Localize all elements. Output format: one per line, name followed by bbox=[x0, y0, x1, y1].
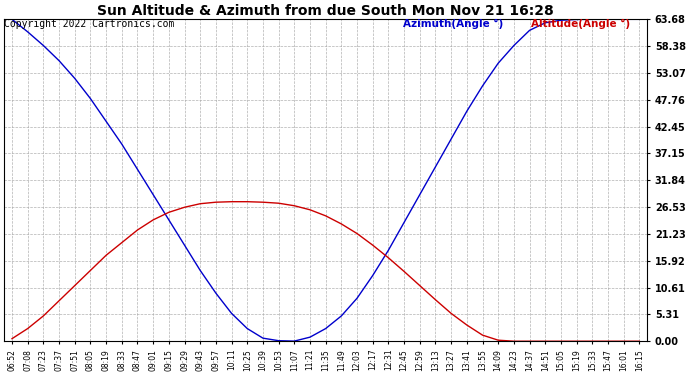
Text: Altitude(Angle °): Altitude(Angle °) bbox=[531, 20, 631, 29]
Text: Copyright 2022 Cartronics.com: Copyright 2022 Cartronics.com bbox=[4, 20, 175, 29]
Title: Sun Altitude & Azimuth from due South Mon Nov 21 16:28: Sun Altitude & Azimuth from due South Mo… bbox=[97, 4, 554, 18]
Text: Azimuth(Angle °): Azimuth(Angle °) bbox=[403, 20, 503, 29]
